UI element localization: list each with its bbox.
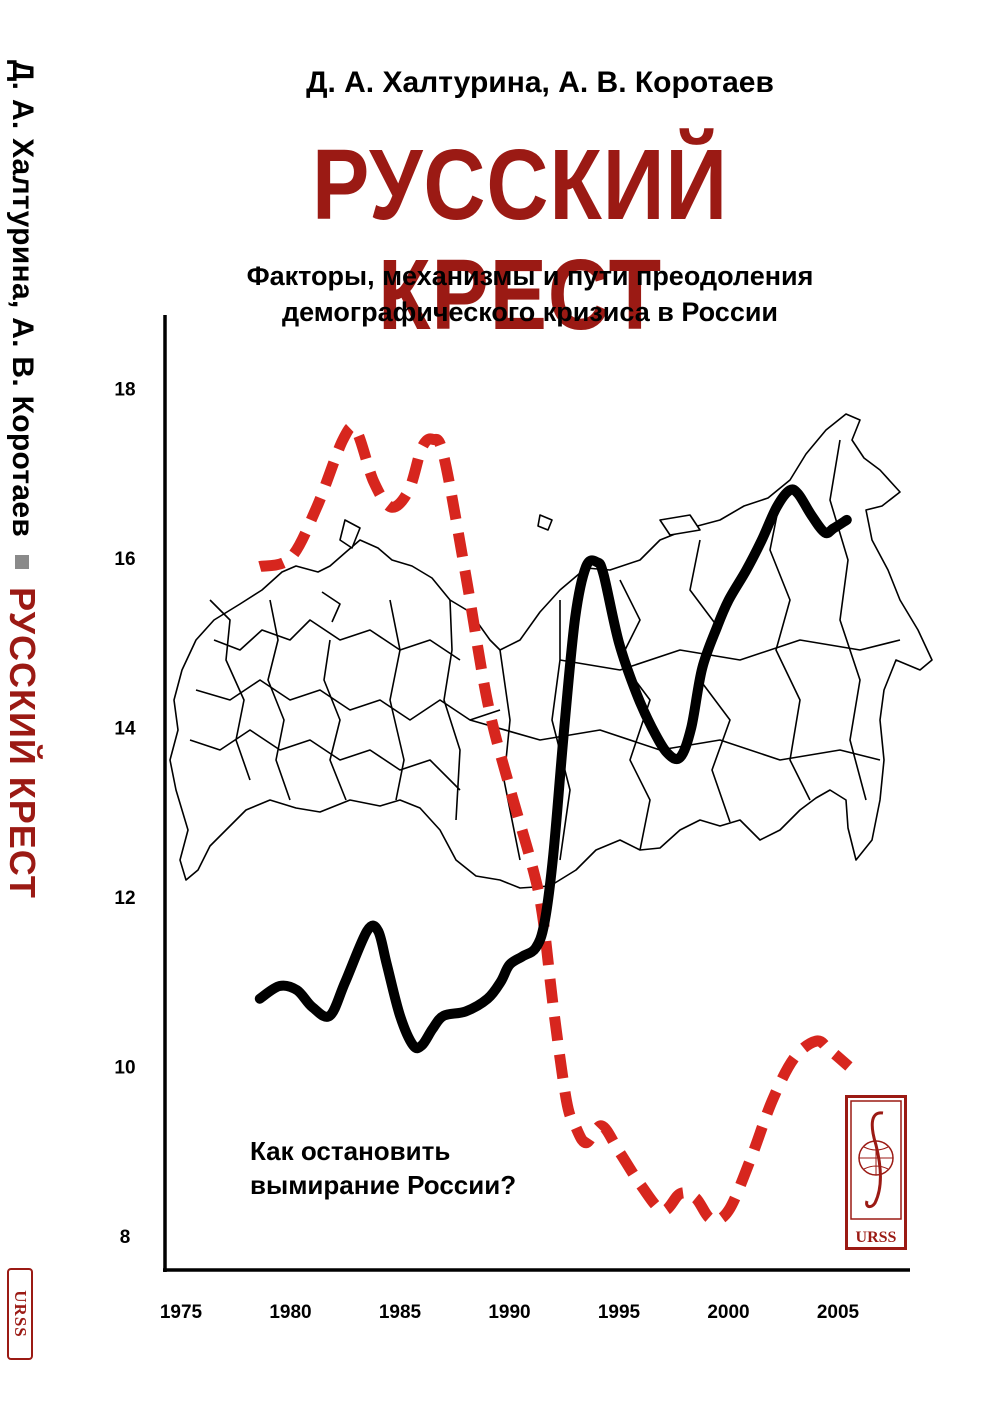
cover-question: Как остановить вымирание России? [250, 1134, 516, 1202]
y-tick-label: 18 [114, 380, 135, 401]
spine-publisher-logo: URSS [7, 1268, 33, 1360]
black-solid-series-line [254, 484, 852, 1054]
y-tick-label: 14 [114, 719, 136, 740]
subtitle-line-2: демографического кризиса в России [281, 297, 779, 327]
question-line-2: вымирание России? [250, 1170, 517, 1200]
russia-map-icon [169, 413, 933, 889]
chart-series [254, 421, 853, 1226]
urss-logo-text: URSS [856, 1229, 897, 1246]
x-tick-label: 1990 [488, 1302, 530, 1323]
y-tick-label: 12 [114, 888, 135, 909]
x-tick-label: 1975 [160, 1302, 203, 1323]
x-tick-label: 1995 [598, 1302, 641, 1323]
y-tick-label: 10 [114, 1058, 135, 1079]
cover-subtitle: Факторы, механизмы и пути преодоления де… [150, 258, 910, 330]
cover-authors: Д. А. Халтурина, А. В. Коротаев [306, 66, 774, 99]
chart-axes [163, 315, 910, 1272]
subtitle-line-1: Факторы, механизмы и пути преодоления [246, 261, 814, 291]
x-tick-label: 2005 [817, 1302, 860, 1323]
y-tick-label: 16 [114, 549, 135, 570]
y-tick-labels: 8 10 12 14 16 18 [114, 380, 136, 1249]
y-tick-label: 8 [120, 1227, 131, 1248]
book-spine: Д. А. Халтурина, А. В. Коротаев РУССКИЙ … [0, 0, 44, 1414]
cover-title: РУССКИЙ КРЕСТ [311, 129, 729, 351]
x-tick-label: 2000 [707, 1302, 749, 1323]
x-tick-labels: 1975 1980 1985 1990 1995 2000 2005 [160, 1302, 860, 1323]
question-line-1: Как остановить [250, 1136, 451, 1166]
red-dashed-series-line [258, 421, 853, 1226]
urss-logo-icon: URSS [845, 1095, 907, 1250]
x-tick-label: 1985 [379, 1302, 422, 1323]
x-tick-label: 1980 [269, 1302, 311, 1323]
